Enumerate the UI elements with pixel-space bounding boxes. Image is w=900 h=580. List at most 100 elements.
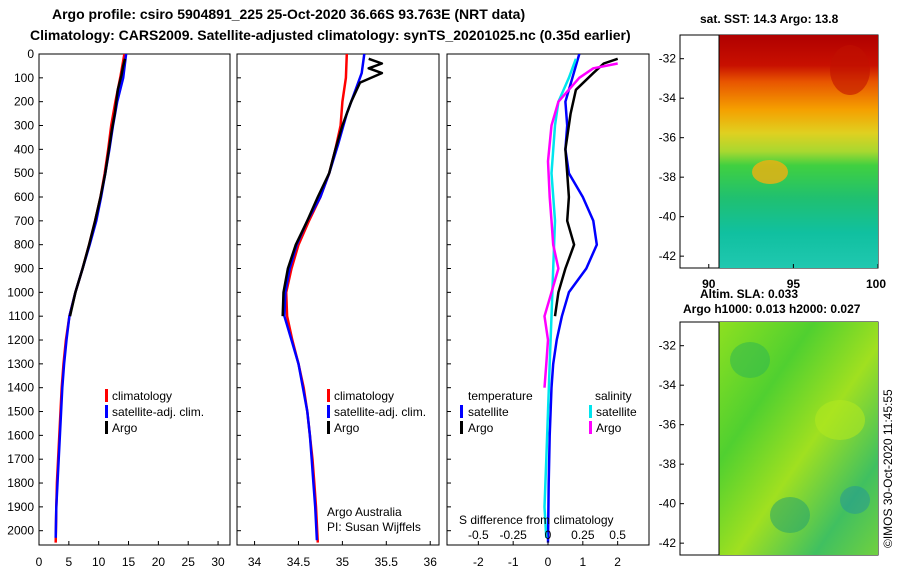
depth-tick-label: 1800 xyxy=(7,476,34,490)
sst-warm-patch xyxy=(830,45,870,95)
difference-x-tick-label: -2 xyxy=(473,555,484,569)
legend-label-sal-satellite: satellite xyxy=(596,405,637,419)
legend-label-temp-satellite: satellite xyxy=(468,405,509,419)
depth-tick-label: 1600 xyxy=(7,428,34,442)
salinity-panel-frame xyxy=(236,53,440,546)
legend-label-argo: Argo xyxy=(112,421,138,435)
temperature-legend: climatology satellite-adj. clim. Argo xyxy=(105,389,204,435)
salinity-x-tick-label: 34.5 xyxy=(287,555,311,569)
salinity-x-tick-label: 34 xyxy=(248,555,262,569)
difference-x-tick-label: 2 xyxy=(614,555,621,569)
sla-map-title-1: Altim. SLA: 0.033 xyxy=(700,287,798,301)
legend-label-argo: Argo xyxy=(334,421,360,435)
legend-label-sal-argo: Argo xyxy=(596,421,622,435)
sla-y-ticks: -32 -34 -36 -38 -40 -42 xyxy=(659,339,684,550)
temperature-series xyxy=(54,54,128,543)
depth-tick-label: 100 xyxy=(14,71,34,85)
sla-patch-3 xyxy=(770,497,810,533)
map-y-tick-label: -42 xyxy=(659,536,677,550)
legend-swatch-climatology xyxy=(105,389,108,402)
sla-map: Altim. SLA: 0.033 Argo h1000: 0.013 h200… xyxy=(659,287,879,556)
title-line-2: Climatology: CARS2009. Satellite-adjuste… xyxy=(30,27,631,43)
difference-x-tick-label: -1 xyxy=(508,555,519,569)
map-y-tick-label: -34 xyxy=(659,91,677,105)
legend-swatch-argo xyxy=(105,421,108,434)
temperature-x-tick-label: 15 xyxy=(122,555,136,569)
difference-line-salinity-argo xyxy=(543,62,618,388)
temperature-x-ticks: 0 5 10 15 20 25 30 xyxy=(36,541,225,569)
legend-label-satellite: satellite-adj. clim. xyxy=(334,405,426,419)
depth-tick-label: 1900 xyxy=(7,500,34,514)
difference-secondary-tick-label: 0.25 xyxy=(571,528,595,542)
sst-warm-eddy xyxy=(752,160,788,184)
sst-x-tick-label: 90 xyxy=(702,277,716,291)
difference-line-temperature-argo xyxy=(553,57,619,317)
difference-x-tick-label: 0 xyxy=(545,555,552,569)
sla-patch-1 xyxy=(730,342,770,378)
temperature-x-tick-label: 0 xyxy=(36,555,43,569)
temperature-x-tick-label: 30 xyxy=(211,555,225,569)
salinity-x-tick-label: 35 xyxy=(336,555,350,569)
map-y-tick-label: -36 xyxy=(659,131,677,145)
sst-x-tick-label: 100 xyxy=(866,277,886,291)
temperature-x-tick-label: 20 xyxy=(152,555,166,569)
legend-label-satellite: satellite-adj. clim. xyxy=(112,405,204,419)
map-y-tick-label: -32 xyxy=(659,339,677,353)
salinity-x-tick-label: 35.5 xyxy=(375,555,399,569)
difference-secondary-tick-label: 0.5 xyxy=(609,528,626,542)
credit-line-1: Argo Australia xyxy=(327,505,402,519)
salinity-line-argo xyxy=(281,57,384,317)
difference-x-ticks: -2 -1 0 1 2 xyxy=(473,541,621,569)
credit-line-2: PI: Susan Wijffels xyxy=(327,520,421,534)
legend-swatch-satellite xyxy=(105,405,108,418)
difference-legend: temperature salinity satellite Argo sate… xyxy=(459,389,637,542)
map-y-tick-label: -38 xyxy=(659,457,677,471)
map-y-tick-label: -32 xyxy=(659,52,677,66)
depth-tick-label: 1400 xyxy=(7,381,34,395)
temperature-x-tick-label: 10 xyxy=(92,555,106,569)
difference-secondary-tick-label: 0 xyxy=(545,528,552,542)
depth-tick-label: 2000 xyxy=(7,524,34,538)
map-y-tick-label: -36 xyxy=(659,418,677,432)
map-y-tick-label: -40 xyxy=(659,497,677,511)
legend-title-salinity: salinity xyxy=(595,389,632,403)
depth-tick-label: 600 xyxy=(14,190,34,204)
depth-tick-label: 1200 xyxy=(7,333,34,347)
map-y-tick-label: -40 xyxy=(659,210,677,224)
difference-x-label: S difference from climatology xyxy=(459,513,614,527)
difference-line-temperature-satellite xyxy=(546,54,599,543)
legend-swatch-sal-argo xyxy=(589,421,592,434)
legend-title-temperature: temperature xyxy=(468,389,533,403)
depth-tick-label: 900 xyxy=(14,262,34,276)
depth-tick-label: 0 xyxy=(27,47,34,61)
salinity-x-tick-label: 36 xyxy=(424,555,438,569)
salinity-secondary-ticks: -0.5 -0.25 0 0.25 0.5 xyxy=(468,528,626,542)
sst-x-tick-label: 95 xyxy=(787,277,801,291)
legend-swatch-argo xyxy=(327,421,330,434)
title-line-1: Argo profile: csiro 5904891_225 25-Oct-2… xyxy=(52,6,526,22)
depth-tick-label: 1000 xyxy=(7,285,34,299)
sla-map-title-2: Argo h1000: 0.013 h2000: 0.027 xyxy=(683,302,861,316)
legend-swatch-temp-satellite xyxy=(460,405,463,418)
temperature-x-tick-label: 25 xyxy=(182,555,196,569)
depth-tick-label: 1700 xyxy=(7,452,34,466)
sst-map-title: sat. SST: 14.3 Argo: 13.8 xyxy=(700,12,839,26)
legend-swatch-satellite xyxy=(327,405,330,418)
sst-x-ticks: 90 95 100 xyxy=(702,264,886,291)
depth-tick-label: 1100 xyxy=(8,309,34,323)
depth-axis-labels: 0 100 200 300 400 500 600 700 800 900 1000 1100 1200… xyxy=(7,47,451,538)
map-y-tick-label: -38 xyxy=(659,170,677,184)
sla-patch-4 xyxy=(840,486,870,514)
sst-map: sat. SST: 14.3 Argo: 13.8 -32 -34 -36 -38 -4… xyxy=(659,12,887,291)
map-y-tick-label: -42 xyxy=(659,249,677,263)
legend-label-temp-argo: Argo xyxy=(468,421,494,435)
copyright-text: ©IMOS 30-Oct-2020 11:45:55 xyxy=(881,389,895,548)
temperature-panel-frame xyxy=(38,53,231,546)
depth-tick-label: 1500 xyxy=(7,405,34,419)
difference-x-tick-label: 1 xyxy=(579,555,586,569)
salinity-series xyxy=(281,54,384,543)
temperature-line-argo xyxy=(68,58,127,317)
depth-tick-label: 500 xyxy=(14,166,34,180)
legend-label-climatology: climatology xyxy=(112,389,172,403)
